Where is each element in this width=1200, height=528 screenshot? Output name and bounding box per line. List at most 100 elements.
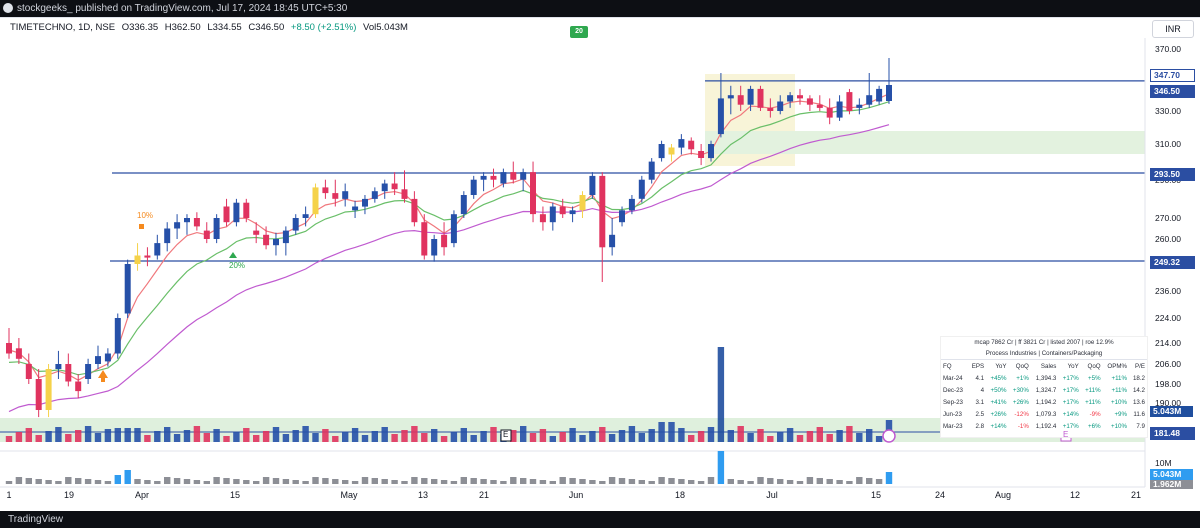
fund-row: Mar-24 4.1 +45% +1% 1,394.3 +17% +5% +11% 18.2 [941, 372, 1147, 384]
candle-body [85, 364, 92, 379]
candle-body [352, 206, 359, 211]
candle-body [401, 189, 408, 199]
relative-volume-bar [193, 480, 201, 484]
ema-long-line [8, 124, 890, 413]
time-axis-tick: Jul [766, 490, 778, 500]
candle-body [648, 161, 655, 180]
volume-bar [777, 432, 784, 442]
legend-close: C346.50 [248, 22, 285, 33]
candle-body [381, 183, 388, 192]
volume-bar [628, 426, 636, 442]
candle-body [510, 172, 517, 180]
relative-volume-bar [757, 477, 764, 484]
relative-volume-bar [35, 479, 42, 484]
legend-symbol[interactable]: TIMETECHNO, 1D, NSE [10, 22, 116, 33]
candle-body [836, 101, 843, 118]
relative-volume-bar [618, 478, 626, 484]
volume-bar [282, 434, 290, 442]
price-level-label: 346.50 [1150, 84, 1195, 98]
legend-low: L334.55 [207, 22, 242, 33]
fund-cell: +17% [1062, 422, 1079, 430]
volume-bar [727, 430, 734, 442]
volume-bar [124, 428, 131, 442]
fund-cell: +11% [1085, 398, 1101, 406]
relative-volume-bar [15, 477, 23, 484]
volume-bar [134, 428, 141, 442]
candle-body [144, 255, 151, 258]
relative-volume-bar [796, 481, 804, 484]
candle-body [193, 218, 200, 227]
relative-volume-bar [25, 478, 32, 484]
vol-axis-top: 10M [1155, 458, 1172, 468]
fund-column-header: Sales [1040, 362, 1057, 370]
candle-body [411, 198, 418, 223]
relative-volume-bar [638, 480, 645, 484]
price-axis-tick: 224.00 [1155, 313, 1181, 323]
currency-label[interactable]: INR [1152, 20, 1194, 38]
ema-mid-line [8, 101, 890, 376]
time-axis-tick: 21 [1130, 490, 1142, 500]
fund-row: Jun-23 2.5 +26% -12% 1,079.3 +14% -9% +9% 11.6 [941, 408, 1147, 420]
volume-bar [312, 433, 319, 442]
fund-cell: +1% [1016, 374, 1029, 382]
tradingview-brand[interactable]: TradingView [8, 514, 64, 525]
candle-body [312, 187, 319, 215]
price-axis-tick: 310.00 [1155, 139, 1181, 149]
volume-bar [114, 428, 121, 442]
candle-body [569, 210, 576, 215]
volume-bar [292, 430, 299, 442]
fund-cell: Jun-23 [943, 410, 962, 418]
relative-volume-bar [223, 478, 230, 484]
fund-cell: +11% [1111, 374, 1127, 382]
fund-cell: 18.2 [1132, 374, 1145, 382]
volume-bar [45, 431, 52, 442]
candle-body [441, 234, 448, 248]
fund-column-header: YoY [995, 362, 1007, 370]
candle-body [698, 151, 705, 158]
relative-volume-bar [510, 477, 517, 484]
candle-body [391, 183, 398, 190]
volume-bar [431, 429, 438, 442]
user-avatar-icon [3, 3, 13, 13]
volume-bar [411, 426, 418, 442]
volume-bar [688, 435, 695, 442]
fund-cell: 2.5 [975, 410, 985, 418]
volume-bar [875, 436, 883, 442]
candle-body [609, 234, 616, 248]
relative-volume-bar [569, 478, 576, 484]
candle-body [75, 381, 82, 392]
legend-open: O336.35 [121, 22, 159, 33]
candle-body [134, 255, 141, 264]
volume-bar [866, 429, 873, 442]
relative-volume-bar [411, 477, 418, 484]
volume-bar [272, 427, 280, 442]
candle-body [253, 230, 260, 235]
fund-cell: 2.8 [975, 422, 985, 430]
volume-bar [836, 430, 843, 442]
candle-body [342, 191, 349, 199]
publisher-text: stockgeeks_ published on TradingView.com… [17, 3, 348, 14]
ema-short-line [8, 93, 890, 381]
indicator-badge[interactable]: 20 [570, 26, 588, 38]
candle-body [658, 144, 665, 159]
fund-cell: 3.1 [975, 398, 985, 406]
fund-column-header: QoQ [1015, 362, 1029, 370]
volume-bar [15, 432, 23, 442]
time-axis-tick: Apr [134, 490, 150, 500]
candle-body [619, 210, 625, 223]
fund-cell: +26% [990, 410, 1007, 418]
legend-volume: Vol5.043M [363, 22, 408, 33]
candle-body [886, 85, 892, 101]
candle-body [55, 364, 62, 369]
fund-cell: +17% [1062, 398, 1079, 406]
volume-bar [707, 427, 715, 442]
volume-bar [233, 432, 240, 442]
fund-cell: +26% [1012, 398, 1029, 406]
relative-volume-bar [470, 478, 477, 484]
volume-bar [75, 430, 82, 442]
price-axis-tick: 214.00 [1155, 338, 1181, 348]
volume-bar [648, 429, 655, 442]
relative-volume-bar [440, 480, 448, 484]
price-axis-tick: 236.00 [1155, 286, 1181, 296]
